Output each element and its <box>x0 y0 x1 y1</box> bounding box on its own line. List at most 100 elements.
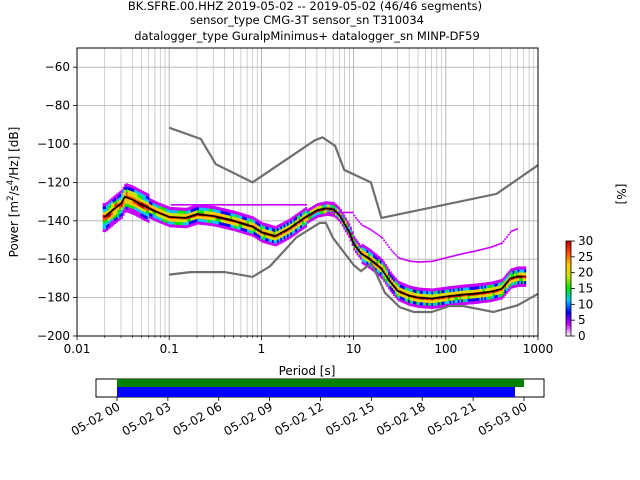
heatmap-cell <box>285 204 288 206</box>
mode-psd-line <box>104 195 524 300</box>
heatmap-cell <box>502 291 505 295</box>
heatmap-cell <box>298 217 301 221</box>
heatmap-cell <box>313 216 316 220</box>
heatmap-cell <box>124 189 127 193</box>
heatmap-cell <box>311 214 314 218</box>
heatmap-cell <box>398 283 401 288</box>
heatmap-cell <box>273 204 276 206</box>
heatmap-cell <box>117 206 120 210</box>
heatmap-cell <box>130 188 133 192</box>
heatmap-cell <box>361 258 364 262</box>
heatmap-cell <box>462 284 465 288</box>
heatmap-cell <box>471 298 474 302</box>
heatmap-cell <box>522 269 525 273</box>
heatmap-cell <box>306 220 309 224</box>
heatmap-cell <box>117 200 120 205</box>
heatmap-cell <box>502 283 505 287</box>
heatmap-cell <box>278 241 281 245</box>
heatmap-cell <box>185 222 188 226</box>
heatmap-cell <box>142 199 145 203</box>
heatmap-cell <box>429 294 432 298</box>
heatmap-cell <box>162 207 165 211</box>
heatmap-cell <box>104 203 107 207</box>
heatmap-cell <box>310 215 313 219</box>
heatmap-cell <box>223 219 226 224</box>
heatmap-cell <box>505 276 508 280</box>
heatmap-cell <box>459 302 462 306</box>
heatmap-cell <box>451 285 454 290</box>
heatmap-cell <box>517 277 520 282</box>
heatmap-cell <box>197 218 200 222</box>
heatmap-cell <box>132 194 135 198</box>
heatmap-cell <box>301 223 304 227</box>
heatmap-cell <box>189 212 191 216</box>
heatmap-cell <box>363 259 366 263</box>
heatmap-cell <box>208 219 211 223</box>
heatmap-cell <box>336 208 339 212</box>
heatmap-cell <box>406 295 409 300</box>
heatmap-cell <box>376 269 379 273</box>
heatmap-cell <box>447 289 450 293</box>
heatmap-cell <box>248 229 251 233</box>
heatmap-cell <box>330 204 333 208</box>
title-line-2: sensor_type CMG-3T sensor_sn T310034 <box>190 13 424 27</box>
heatmap-cell <box>106 227 108 232</box>
heatmap-cell <box>497 294 500 298</box>
heatmap-cell <box>262 236 264 240</box>
heatmap-cell <box>457 285 460 289</box>
heatmap-cell <box>451 291 454 295</box>
heatmap-cell <box>119 196 122 200</box>
heatmap-cell <box>169 224 172 228</box>
heatmap-cell <box>117 192 120 196</box>
heatmap-cell <box>134 192 137 196</box>
heatmap-cell <box>283 235 286 239</box>
heatmap-cell <box>429 299 432 304</box>
heatmap-cell <box>144 203 147 207</box>
heatmap-cell <box>179 224 182 228</box>
heatmap-cell <box>152 211 155 215</box>
heatmap-cell <box>189 204 191 206</box>
heatmap-cell <box>502 294 505 298</box>
heatmap-cell <box>366 258 369 262</box>
chart-title: BK.SFRE.00.HHZ 2019-05-02 -- 2019-05-02 … <box>128 0 482 43</box>
heatmap-cell <box>189 218 191 222</box>
heatmap-cell <box>424 293 427 297</box>
heatmap-cell <box>253 204 256 206</box>
heatmap-cell <box>423 287 425 292</box>
heatmap-cell <box>359 256 362 260</box>
heatmap-cell <box>363 225 366 228</box>
heatmap-cell <box>398 295 401 299</box>
heatmap-cell <box>494 292 497 296</box>
heatmap-cell <box>288 218 291 222</box>
heatmap-cell <box>384 269 387 273</box>
heatmap-cell <box>437 293 440 297</box>
heatmap-cell <box>484 299 487 303</box>
heatmap-cell <box>144 200 147 204</box>
heatmap-cell <box>293 226 296 230</box>
heatmap-cell <box>220 210 223 214</box>
heatmap-cell <box>308 219 311 223</box>
heatmap-cell <box>369 252 372 256</box>
heatmap-cell <box>112 222 115 226</box>
heatmap-cell <box>270 227 273 231</box>
heatmap-cell <box>220 222 223 226</box>
heatmap-cell <box>401 288 404 292</box>
heatmap-cell <box>288 230 291 234</box>
heatmap-cell <box>442 304 445 308</box>
heatmap-cell <box>489 284 492 288</box>
heatmap-cell <box>497 243 500 246</box>
heatmap-cell <box>369 254 372 259</box>
heatmap-cell <box>444 286 447 290</box>
heatmap-cell <box>169 209 172 213</box>
heatmap-cell <box>262 225 264 229</box>
heatmap-cell <box>376 260 379 264</box>
heatmap-cell <box>391 279 394 283</box>
heatmap-cell <box>280 226 283 230</box>
heatmap-cell <box>512 273 515 277</box>
heatmap-cell <box>383 278 386 282</box>
heatmap-cell <box>142 196 145 201</box>
heatmap-cell <box>296 224 299 228</box>
heatmap-cell <box>253 234 256 238</box>
heatmap-cell <box>482 296 485 301</box>
heatmap-cell <box>461 253 464 255</box>
